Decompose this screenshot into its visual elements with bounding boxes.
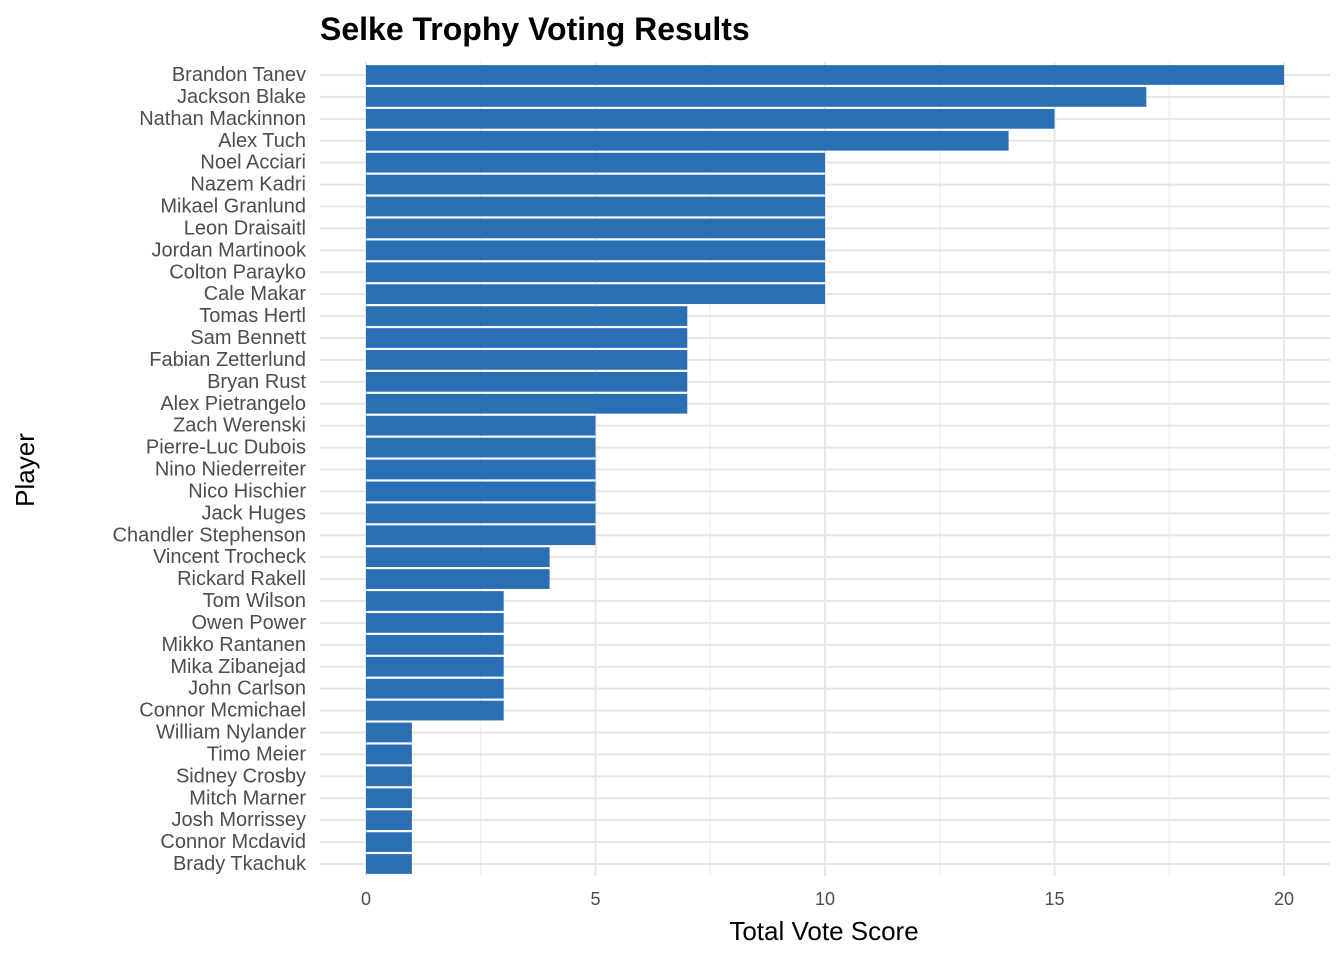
bar bbox=[366, 832, 412, 852]
bar bbox=[366, 371, 688, 392]
bar bbox=[366, 766, 412, 787]
bar bbox=[366, 503, 596, 524]
y-tick-label: Leon Draisaitl bbox=[184, 217, 306, 239]
bars bbox=[366, 65, 1284, 874]
bar bbox=[366, 218, 825, 239]
y-tick-label: Sidney Crosby bbox=[176, 765, 306, 787]
bar bbox=[366, 437, 596, 458]
bar bbox=[366, 744, 412, 765]
y-tick-label: Mikael Granlund bbox=[160, 196, 306, 218]
bar bbox=[366, 196, 825, 217]
bar bbox=[366, 525, 596, 546]
y-tick-label: Timo Meier bbox=[207, 743, 307, 765]
y-tick-label: Brandon Tanev bbox=[172, 64, 306, 86]
bar bbox=[366, 65, 1284, 85]
y-tick-label: Fabian Zetterlund bbox=[149, 349, 306, 371]
y-tick-label: Nathan Mackinnon bbox=[139, 108, 306, 130]
bar bbox=[366, 306, 688, 326]
bar bbox=[366, 547, 550, 568]
bar bbox=[366, 591, 504, 611]
bar bbox=[366, 459, 596, 480]
y-tick-label: Colton Parayko bbox=[169, 261, 306, 283]
bar bbox=[366, 130, 1009, 151]
y-tick-label: Tom Wilson bbox=[203, 590, 306, 612]
y-tick-label: Sam Bennett bbox=[190, 327, 306, 349]
x-tick-label: 5 bbox=[590, 889, 600, 909]
y-tick-label: Josh Morrissey bbox=[172, 809, 306, 831]
y-tick-label: Alex Pietrangelo bbox=[160, 393, 306, 415]
x-tick-label: 15 bbox=[1044, 889, 1064, 909]
bar bbox=[366, 634, 504, 655]
y-tick-label: Brady Tkachuk bbox=[173, 853, 307, 875]
bar bbox=[366, 788, 412, 809]
y-tick-label: Pierre-Luc Dubois bbox=[146, 437, 306, 459]
x-axis-ticks: 0 5 10 15 20 bbox=[361, 889, 1294, 909]
bar bbox=[366, 262, 825, 283]
bar bbox=[366, 328, 688, 348]
y-tick-label: Nino Niederreiter bbox=[155, 459, 307, 481]
y-tick-label: Connor Mcdavid bbox=[160, 831, 306, 853]
bar bbox=[366, 854, 412, 874]
bar bbox=[366, 569, 550, 589]
y-tick-label: William Nylander bbox=[156, 722, 306, 744]
chart-title: Selke Trophy Voting Results bbox=[320, 11, 750, 47]
bar bbox=[366, 87, 1147, 107]
y-tick-label: Nico Hischier bbox=[188, 480, 306, 502]
y-tick-label: Owen Power bbox=[192, 612, 307, 634]
y-tick-label: Cale Makar bbox=[204, 283, 307, 305]
bar bbox=[366, 722, 412, 743]
bar bbox=[366, 240, 825, 261]
y-tick-label: Chandler Stephenson bbox=[113, 524, 306, 546]
y-tick-label: Bryan Rust bbox=[207, 371, 306, 393]
y-tick-label: Alex Tuch bbox=[218, 130, 306, 152]
bar bbox=[366, 350, 688, 370]
bar bbox=[366, 481, 596, 502]
bar bbox=[366, 152, 825, 173]
y-tick-label: Jordan Martinook bbox=[151, 239, 307, 261]
x-tick-label: 0 bbox=[361, 889, 371, 909]
y-tick-label: Mika Zibanejad bbox=[170, 656, 306, 678]
y-tick-label: Noel Acciari bbox=[200, 152, 306, 174]
x-tick-label: 20 bbox=[1274, 889, 1294, 909]
bar bbox=[366, 678, 504, 699]
y-tick-label: Mikko Rantanen bbox=[161, 634, 306, 656]
y-tick-label: Connor Mcmichael bbox=[139, 700, 306, 722]
bar bbox=[366, 174, 825, 195]
y-tick-label: Jack Huges bbox=[202, 502, 307, 524]
y-tick-label: Jackson Blake bbox=[177, 86, 306, 108]
bar bbox=[366, 613, 504, 633]
y-tick-label: Zach Werenski bbox=[173, 415, 306, 437]
bar bbox=[366, 656, 504, 677]
bar bbox=[366, 108, 1055, 129]
bar bbox=[366, 810, 412, 831]
x-axis-title: Total Vote Score bbox=[729, 916, 918, 946]
y-axis-title: Player bbox=[10, 433, 40, 507]
y-tick-label: Vincent Trocheck bbox=[153, 546, 307, 568]
y-tick-label: John Carlson bbox=[188, 678, 306, 700]
bar bbox=[366, 415, 596, 436]
bar bbox=[366, 284, 825, 305]
y-tick-label: Rickard Rakell bbox=[177, 568, 306, 590]
bar bbox=[366, 700, 504, 721]
y-tick-label: Mitch Marner bbox=[189, 787, 306, 809]
y-tick-label: Nazem Kadri bbox=[190, 174, 306, 196]
bar bbox=[366, 393, 688, 414]
x-tick-label: 10 bbox=[815, 889, 835, 909]
y-tick-label: Tomas Hertl bbox=[199, 305, 306, 327]
